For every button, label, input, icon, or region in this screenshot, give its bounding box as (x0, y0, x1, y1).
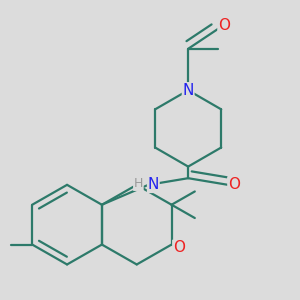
Text: O: O (218, 18, 230, 33)
Text: O: O (173, 240, 185, 255)
Text: N: N (148, 177, 159, 192)
Text: O: O (228, 177, 240, 192)
Text: H: H (134, 177, 143, 190)
Text: N: N (182, 83, 194, 98)
